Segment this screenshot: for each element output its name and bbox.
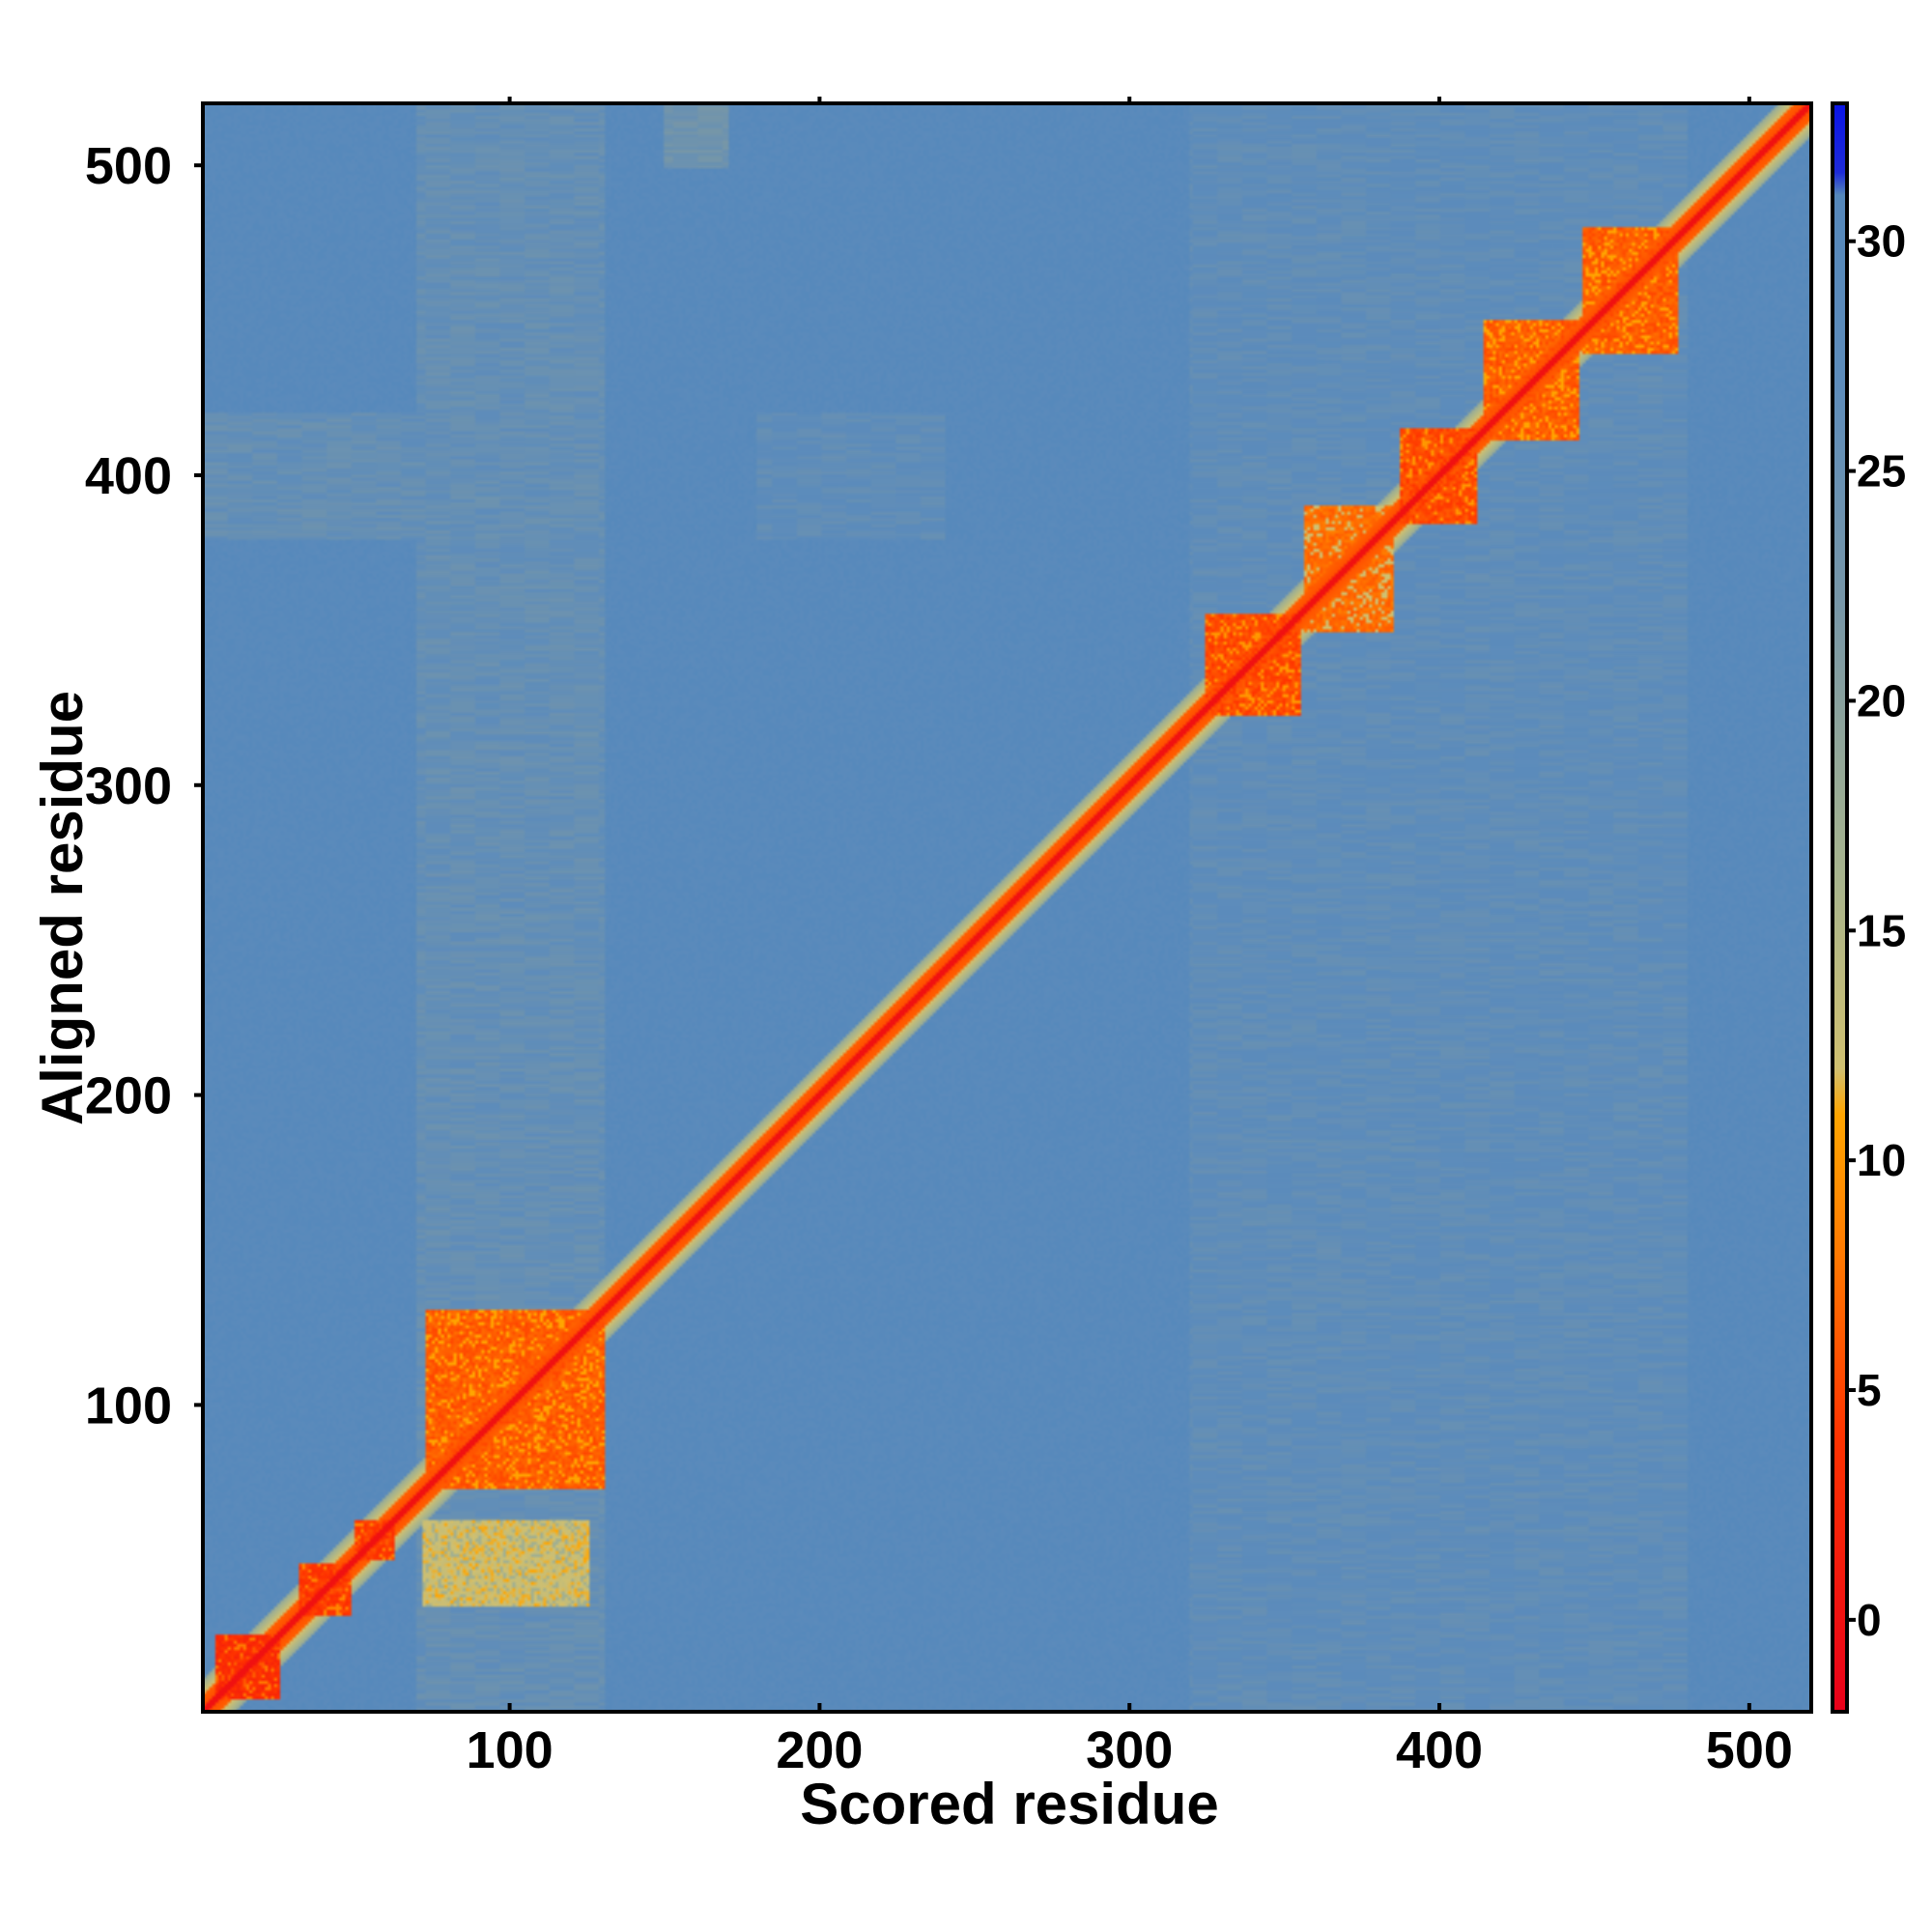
y-tick-label: 300 [85,757,172,815]
colorbar-tick-label: 15 [1857,905,1906,955]
colorbar-tick-label: 5 [1857,1365,1882,1415]
plot-frame [201,101,1813,1714]
colorbar-tick-label: 25 [1857,446,1906,497]
colorbar-tick-label: 10 [1857,1135,1906,1185]
x-tick-label: 100 [467,1721,554,1779]
y-tick-label: 400 [85,447,172,505]
colorbar-tick-label: 20 [1857,675,1906,725]
axes: 100 200 300 400 500 100 200 300 400 500 [85,97,1813,1779]
x-tick-label: 200 [776,1721,863,1779]
x-tick-label: 400 [1396,1721,1483,1779]
x-tick-label: 500 [1706,1721,1793,1779]
y-tick-label: 200 [85,1067,172,1125]
plot-area [203,103,1811,1712]
colorbar-gradient [1831,101,1849,1714]
y-tick-label: 100 [85,1377,172,1435]
colorbar-tick-label: 0 [1857,1595,1882,1645]
colorbar-tick-label: 30 [1857,216,1906,267]
heatmap-cells [203,103,1811,1712]
y-axis-title: Aligned residue [30,691,95,1125]
x-tick-label: 300 [1086,1721,1173,1779]
colorbar: 0 5 10 15 20 25 30 [1831,101,1906,1714]
y-tick-label: 500 [85,137,172,195]
x-axis-title: Scored residue [800,1772,1219,1836]
